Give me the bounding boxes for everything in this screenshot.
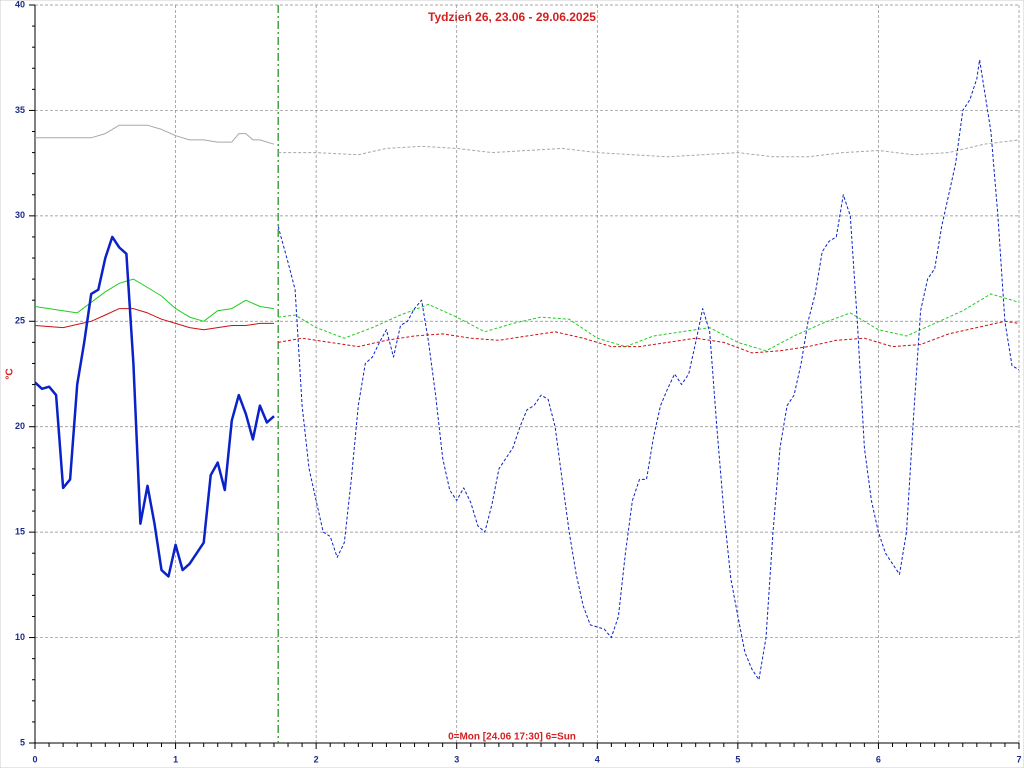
series-line [34, 235, 275, 578]
x-tick-label: 6 [876, 754, 881, 764]
y-tick-label: 30 [15, 210, 25, 220]
y-tick-label: 20 [15, 421, 25, 431]
y-tick-label: 40 [15, 0, 25, 9]
chart-title: Tydzień 26, 23.06 - 29.06.2025 [428, 10, 596, 24]
x-tick-label: 3 [454, 754, 459, 764]
x-tick-label: 4 [595, 754, 600, 764]
series-line [277, 59, 1020, 681]
x-tick-label: 1 [173, 754, 178, 764]
y-axis-label: °C [5, 368, 16, 379]
y-tick-label: 25 [15, 316, 25, 326]
series-line [278, 320, 1020, 354]
series-line [34, 308, 274, 331]
x-tick-label: 5 [735, 754, 740, 764]
series-line [278, 139, 1020, 158]
y-tick-label: 35 [15, 105, 25, 115]
x-tick-label: 7 [1016, 754, 1021, 764]
series-line [35, 124, 275, 145]
y-tick-label: 5 [20, 737, 25, 747]
y-tick-label: 15 [15, 527, 25, 537]
x-tick-label: 0 [32, 754, 37, 764]
y-tick-label: 10 [15, 632, 25, 642]
series-line [278, 293, 1020, 352]
x-axis-label: 0=Mon [24.06 17:30] 6=Sun [448, 732, 576, 743]
series-line [34, 278, 275, 322]
x-tick-label: 2 [314, 754, 319, 764]
